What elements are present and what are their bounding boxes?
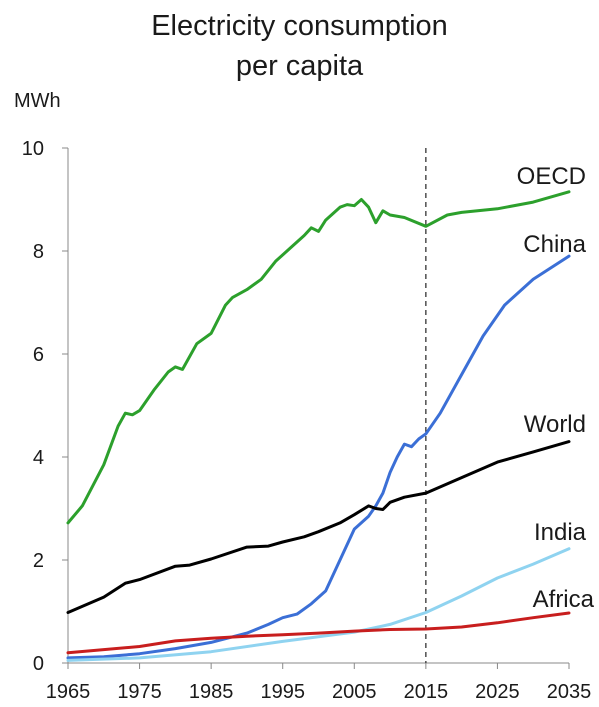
series-line-world bbox=[66, 440, 571, 614]
y-tick-label: 10 bbox=[22, 138, 44, 160]
series-layer bbox=[66, 190, 571, 662]
y-axis-label: MWh bbox=[14, 90, 61, 112]
series-label-world: World bbox=[524, 411, 586, 438]
x-tick-label: 1975 bbox=[117, 681, 162, 703]
series-line-africa bbox=[66, 611, 571, 655]
y-tick-label: 0 bbox=[33, 653, 44, 675]
x-tick-label: 2005 bbox=[332, 681, 377, 703]
axes: 0 2 4 6 8 10 1965 1975 1985 1995 2005 2015 2025 2035 bbox=[22, 138, 592, 703]
x-tick-label: 2035 bbox=[547, 681, 592, 703]
series-labels: OECD China World India Africa bbox=[517, 163, 595, 613]
x-tick-label: 1965 bbox=[46, 681, 91, 703]
x-tick-label: 1985 bbox=[189, 681, 234, 703]
series-label-india: India bbox=[534, 519, 587, 546]
chart-title-line2: per capita bbox=[235, 50, 364, 82]
series-label-oecd: OECD bbox=[517, 163, 586, 190]
x-tick-label: 1995 bbox=[260, 681, 305, 703]
series-line-china bbox=[66, 254, 571, 660]
x-tick-label: 2025 bbox=[475, 681, 520, 703]
series-line-india bbox=[66, 547, 571, 662]
y-tick-label: 6 bbox=[33, 344, 44, 366]
y-tick-label: 8 bbox=[33, 241, 44, 263]
series-label-china: China bbox=[523, 231, 586, 258]
series-line-oecd bbox=[66, 190, 571, 525]
x-tick-label: 2015 bbox=[404, 681, 449, 703]
y-tick-label: 4 bbox=[33, 447, 44, 469]
chart-title-line1: Electricity consumption bbox=[151, 10, 448, 42]
chart-title: Electricity consumption per capita bbox=[0, 6, 599, 86]
y-tick-label: 2 bbox=[33, 550, 44, 572]
series-label-africa: Africa bbox=[533, 586, 595, 613]
